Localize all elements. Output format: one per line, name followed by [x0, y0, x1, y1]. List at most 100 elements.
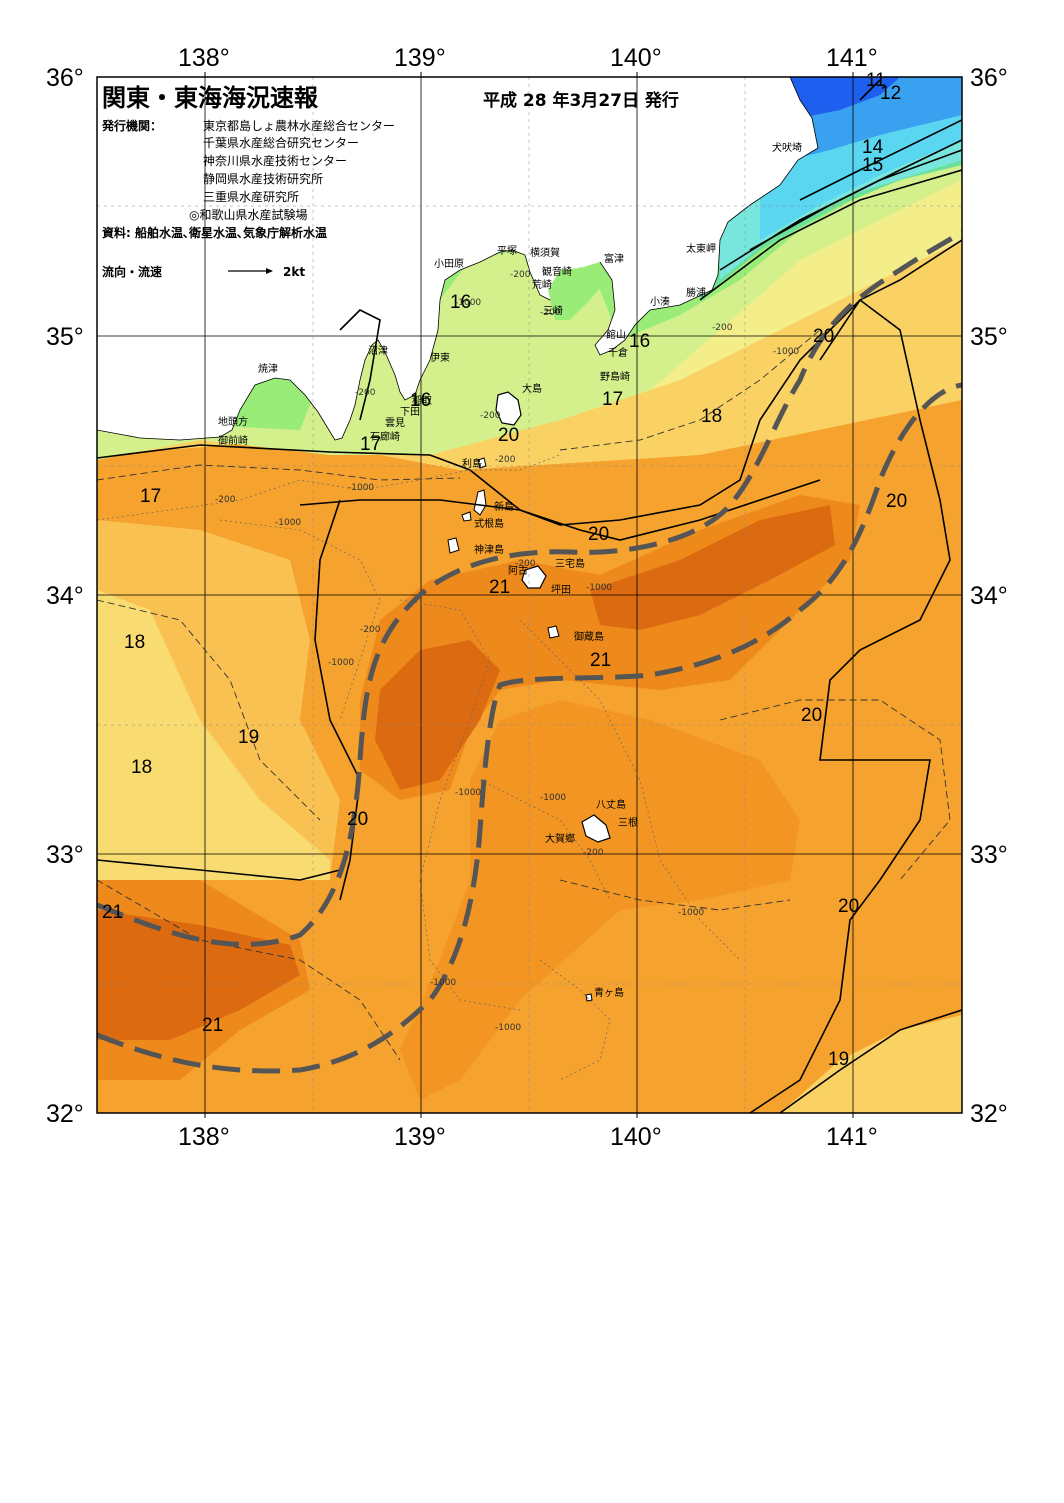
- place-chikura: 千倉: [608, 346, 628, 359]
- land-boso-bay-gap: [548, 262, 602, 320]
- lat-label-34-right: 34°: [970, 582, 1008, 610]
- place-nojimazaki: 野島崎: [600, 370, 630, 383]
- depth-label: -200: [540, 308, 561, 318]
- island-kozushima: [447, 537, 460, 554]
- depth-label: -200: [515, 559, 536, 569]
- iso-label-20-d: 20: [886, 491, 907, 512]
- place-tateyama: 館山: [606, 328, 626, 341]
- agency-2: 千葉県水産総合研究センター: [203, 135, 359, 150]
- lat-label-36-right: 36°: [970, 64, 1008, 92]
- depth-label: -1000: [455, 788, 481, 798]
- iso-label-20-c: 20: [588, 524, 609, 545]
- iso-label-21-d: 21: [202, 1015, 223, 1036]
- place-tsubota: 坪田: [551, 583, 571, 596]
- iso-label-21-a: 21: [489, 577, 510, 598]
- flow-arrow-head: [266, 268, 273, 274]
- agency-3: 神奈川県水産技術センター: [203, 153, 347, 168]
- sst-22-core-south: [97, 910, 300, 1040]
- place-yokosuka: 横須賀: [530, 246, 560, 259]
- depth-label: -200: [583, 848, 604, 858]
- temperature-field: [97, 77, 962, 1113]
- place-ito: 伊東: [430, 351, 450, 364]
- data-sources: 資料: 船舶水温､衛星水温､気象庁解析水温: [102, 225, 327, 240]
- iso-label-16-a: 16: [450, 292, 471, 313]
- lon-label-138: 138°: [178, 44, 230, 72]
- place-inatori: 稲取: [412, 395, 432, 407]
- depth-label: -1000: [586, 583, 612, 593]
- island-shikinejima: [461, 511, 472, 522]
- kuroshio-axis: [97, 229, 962, 1074]
- agency-4: 静岡県水産技術研究所: [203, 171, 323, 186]
- island-oshima: [495, 391, 522, 426]
- iso-label-18-a: 18: [701, 406, 722, 427]
- place-aogashima: 青ヶ島: [594, 986, 624, 999]
- issue-date: 平成 28 年3月27日 発行: [483, 90, 679, 111]
- iso-label-20-a: 20: [498, 425, 519, 446]
- iso-label-20-b: 20: [813, 326, 834, 347]
- iso-label-19-b: 19: [828, 1049, 849, 1070]
- place-names: 犬吠埼 太東岬 勝浦 小湊 富津 館山 千倉 野島崎 平塚 横須賀 観音崎 荒崎…: [218, 141, 802, 999]
- place-tomitsu: 富津: [604, 252, 624, 265]
- map-frame: [96, 76, 963, 1114]
- place-okago: 大賀郷: [545, 832, 575, 845]
- place-niijima: 新島: [494, 500, 514, 513]
- place-oshima: 大島: [522, 382, 542, 395]
- place-mikurajima: 御蔵島: [574, 630, 604, 643]
- iso-label-12: 12: [880, 83, 901, 104]
- lon-label-138-bottom: 138°: [178, 1123, 230, 1151]
- iso-label-14: 14: [862, 137, 884, 158]
- depth-label: -1000: [455, 298, 481, 308]
- place-arasaki: 荒崎: [532, 278, 552, 291]
- iso-label-21-b: 21: [590, 650, 611, 671]
- island-toshima: [477, 457, 487, 469]
- place-kozushima: 神津島: [474, 543, 504, 556]
- place-katsuura: 勝浦: [686, 286, 706, 299]
- sst-19-southeast: [780, 1015, 962, 1113]
- place-misaki: 三崎: [543, 304, 563, 317]
- depth-label: -200: [495, 455, 516, 465]
- depth-label: -1000: [678, 908, 704, 918]
- island-miyakejima: [521, 565, 547, 589]
- iso-label-11: 11: [866, 70, 886, 91]
- bottom-longitude-labels: 138° 139° 140° 141°: [178, 1123, 878, 1151]
- iso-label-21-c: 21: [102, 902, 123, 923]
- iso-label-16-b: 16: [629, 331, 650, 352]
- right-latitude-labels: 36° 35° 34° 33° 32°: [970, 64, 1008, 1128]
- left-latitude-labels: 36° 35° 34° 33° 32°: [46, 64, 84, 1128]
- agency-6: ◎和歌山県水産試験場: [189, 207, 307, 222]
- isotherms: [97, 79, 962, 1113]
- place-kumomi: 雲見: [385, 417, 405, 429]
- iso-label-16-c: 16: [410, 390, 431, 411]
- depth-label: -1000: [430, 978, 456, 988]
- island-mikurajima: [547, 625, 560, 639]
- agency-5: 三重県水産研究所: [203, 189, 299, 204]
- isotherm-labels: 11 12 14 15 16 16 16 17 17 17 18 18 18 1…: [102, 70, 907, 1070]
- iso-label-17-b: 17: [602, 389, 623, 410]
- iso-label-18-c: 18: [131, 757, 152, 778]
- iso-label-17-c: 17: [140, 486, 161, 507]
- minor-grid: [97, 77, 962, 1113]
- place-inubozaki: 犬吠埼: [772, 141, 802, 154]
- place-shimoda: 下田: [400, 407, 420, 418]
- depth-label: -200: [510, 270, 531, 280]
- iso-label-18-b: 18: [124, 632, 145, 653]
- place-chikuhata: 地頭方: [218, 415, 248, 428]
- lon-label-140-bottom: 140°: [610, 1123, 662, 1151]
- lat-label-35-right: 35°: [970, 323, 1008, 351]
- lat-label-34: 34°: [46, 582, 84, 610]
- agency-label: 発行機関：: [101, 118, 162, 133]
- place-kominato: 小湊: [650, 295, 670, 308]
- depth-label: -200: [215, 495, 236, 505]
- depth-label: -1000: [540, 793, 566, 803]
- lat-label-35: 35°: [46, 323, 84, 351]
- flow-scale-value: 2kt: [283, 265, 305, 279]
- depth-label: -1000: [328, 658, 354, 668]
- place-omaezaki: 御前崎: [218, 434, 248, 447]
- lat-label-32: 32°: [46, 1100, 84, 1128]
- place-kannonzaki: 観音崎: [542, 265, 572, 278]
- half-degree-isotherms: [97, 329, 951, 1061]
- place-hachijojima: 八丈島: [596, 798, 626, 811]
- depth-label: -1000: [275, 518, 301, 528]
- place-mitsune: 三根: [618, 816, 638, 829]
